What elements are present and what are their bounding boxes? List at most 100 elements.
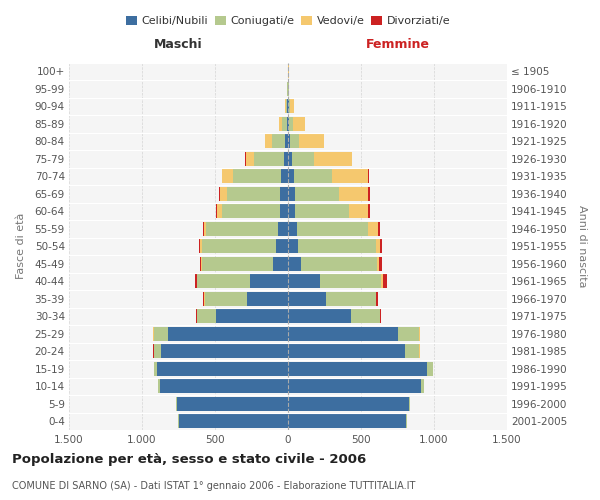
Bar: [168, 327, 288, 340]
Bar: [287, 100, 288, 113]
Bar: [199, 240, 200, 253]
Bar: [290, 134, 299, 148]
Bar: [220, 187, 227, 200]
Bar: [380, 310, 382, 323]
Legend: Celibi/Nubili, Coniugati/e, Vedovi/e, Divorziati/e: Celibi/Nubili, Coniugati/e, Vedovi/e, Di…: [121, 11, 455, 30]
Bar: [250, 274, 288, 288]
Bar: [157, 362, 288, 376]
Bar: [288, 204, 295, 218]
Bar: [376, 292, 379, 306]
Bar: [245, 152, 254, 166]
Bar: [281, 170, 288, 183]
Bar: [272, 134, 285, 148]
Bar: [221, 204, 280, 218]
Bar: [247, 292, 288, 306]
Bar: [288, 100, 289, 113]
Bar: [288, 380, 421, 393]
Bar: [201, 257, 202, 270]
Bar: [288, 310, 351, 323]
Bar: [288, 222, 298, 235]
Bar: [154, 362, 157, 376]
Bar: [154, 327, 168, 340]
Bar: [279, 117, 282, 130]
Y-axis label: Fasce di età: Fasce di età: [16, 213, 26, 280]
Bar: [376, 240, 380, 253]
Bar: [421, 380, 424, 393]
Bar: [288, 117, 289, 130]
Bar: [382, 274, 383, 288]
Text: COMUNE DI SARNO (SA) - Dati ISTAT 1° gennaio 2006 - Elaborazione TUTTITALIA.IT: COMUNE DI SARNO (SA) - Dati ISTAT 1° gen…: [12, 481, 415, 491]
Bar: [200, 240, 202, 253]
Bar: [339, 187, 368, 200]
Bar: [288, 397, 409, 410]
Bar: [288, 292, 326, 306]
Bar: [221, 170, 223, 183]
Bar: [288, 152, 292, 166]
Bar: [326, 292, 376, 306]
Bar: [298, 222, 368, 235]
Bar: [206, 222, 278, 235]
Bar: [217, 310, 288, 323]
Bar: [202, 257, 274, 270]
Bar: [176, 397, 177, 410]
Bar: [200, 257, 201, 270]
Bar: [351, 310, 380, 323]
Bar: [292, 152, 314, 166]
Bar: [288, 327, 398, 340]
Bar: [293, 117, 305, 130]
Bar: [197, 274, 250, 288]
Bar: [203, 292, 205, 306]
Bar: [160, 380, 288, 393]
Text: Maschi: Maschi: [154, 38, 203, 52]
Bar: [278, 222, 288, 235]
Bar: [288, 134, 290, 148]
Bar: [223, 170, 233, 183]
Bar: [289, 100, 290, 113]
Bar: [409, 397, 410, 410]
Bar: [288, 274, 320, 288]
Bar: [282, 117, 287, 130]
Bar: [285, 134, 288, 148]
Bar: [194, 274, 197, 288]
Bar: [314, 152, 352, 166]
Bar: [217, 204, 221, 218]
Bar: [203, 222, 204, 235]
Bar: [320, 274, 382, 288]
Bar: [288, 362, 427, 376]
Bar: [288, 240, 298, 253]
Bar: [288, 344, 405, 358]
Bar: [254, 152, 284, 166]
Bar: [368, 170, 370, 183]
Bar: [380, 240, 382, 253]
Bar: [158, 380, 160, 393]
Bar: [383, 274, 387, 288]
Bar: [161, 344, 288, 358]
Bar: [290, 100, 293, 113]
Bar: [378, 222, 380, 235]
Bar: [289, 117, 293, 130]
Bar: [288, 170, 294, 183]
Bar: [265, 134, 272, 148]
Bar: [179, 414, 288, 428]
Bar: [285, 100, 286, 113]
Bar: [202, 240, 277, 253]
Bar: [368, 187, 370, 200]
Bar: [205, 292, 247, 306]
Bar: [274, 257, 288, 270]
Bar: [288, 187, 295, 200]
Bar: [284, 152, 288, 166]
Bar: [301, 257, 377, 270]
Bar: [288, 414, 406, 428]
Bar: [288, 257, 301, 270]
Bar: [298, 240, 376, 253]
Bar: [379, 257, 382, 270]
Bar: [368, 204, 370, 218]
Bar: [398, 327, 419, 340]
Bar: [280, 204, 288, 218]
Bar: [286, 100, 287, 113]
Bar: [233, 170, 281, 183]
Y-axis label: Anni di nascita: Anni di nascita: [577, 205, 587, 288]
Bar: [295, 187, 339, 200]
Bar: [177, 397, 288, 410]
Text: Popolazione per età, sesso e stato civile - 2006: Popolazione per età, sesso e stato civil…: [12, 452, 366, 466]
